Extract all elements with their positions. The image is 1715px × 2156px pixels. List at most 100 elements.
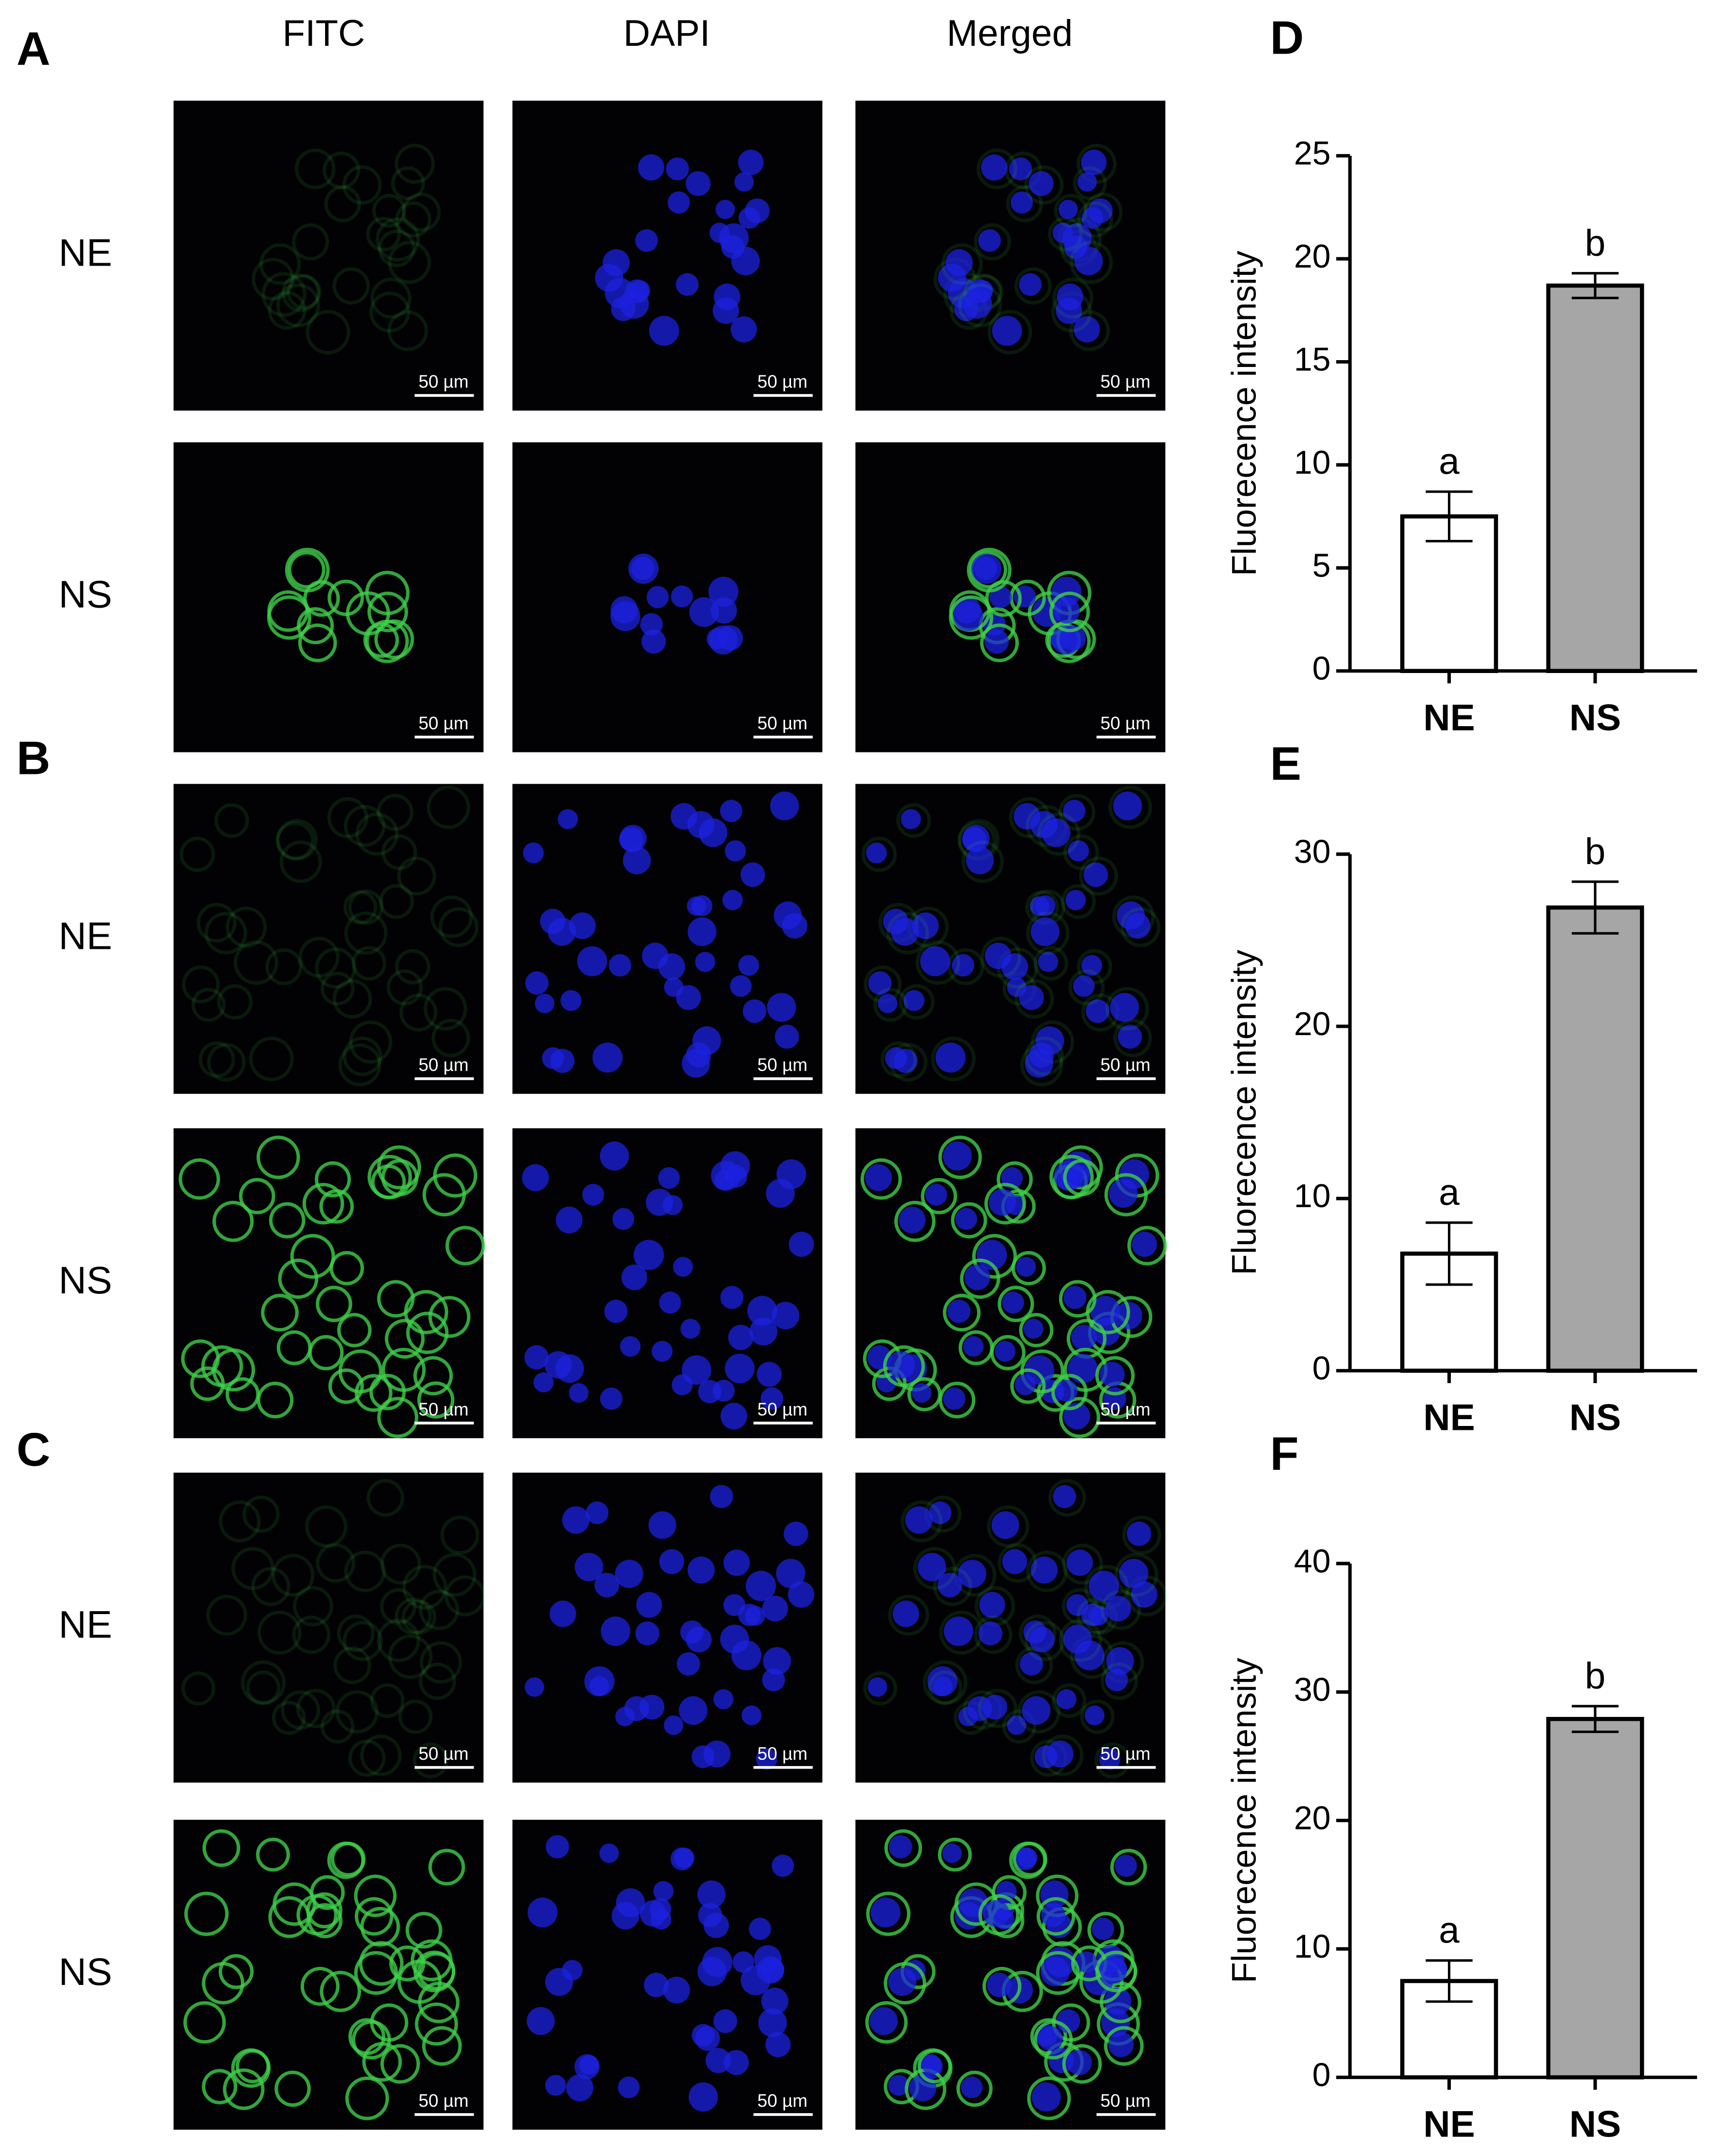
- membrane: [1049, 591, 1090, 633]
- panel-letter: D: [1270, 12, 1304, 64]
- membrane: [1100, 1662, 1138, 1700]
- nucleus: [636, 1592, 662, 1618]
- nucleus: [725, 1353, 755, 1384]
- membrane: [265, 948, 303, 985]
- nucleus: [641, 629, 666, 654]
- nucleus: [1028, 171, 1054, 196]
- membrane: [271, 1701, 306, 1735]
- nucleus: [943, 1387, 965, 1410]
- nucleus: [649, 315, 679, 346]
- membrane: [412, 1742, 449, 1778]
- nucleus: [1105, 1668, 1128, 1692]
- nucleus: [663, 1977, 690, 2003]
- scale-bar-label: 50 µm: [419, 372, 469, 392]
- nucleus: [566, 2074, 594, 2101]
- nucleus: [600, 1387, 623, 1410]
- column-header: Merged: [946, 13, 1073, 54]
- nucleus: [887, 1351, 915, 1379]
- nucleus: [1071, 1325, 1097, 1350]
- nucleus: [687, 1556, 715, 1584]
- nucleus: [771, 1302, 800, 1329]
- membrane: [271, 1554, 315, 1597]
- membrane: [399, 993, 438, 1032]
- row-label: NS: [58, 572, 112, 616]
- nucleus: [885, 1047, 907, 1069]
- nucleus: [526, 2007, 555, 2035]
- nucleus: [770, 791, 799, 821]
- membrane: [1006, 185, 1043, 222]
- nucleus: [549, 1600, 577, 1627]
- nucleus: [935, 1042, 966, 1073]
- scale-bar-label: 50 µm: [757, 2091, 808, 2111]
- membrane: [406, 1311, 449, 1354]
- membrane: [939, 1382, 976, 1419]
- y-tick-label: 10: [1294, 444, 1330, 481]
- nucleus: [658, 1167, 680, 1189]
- nucleus: [728, 1325, 754, 1350]
- membrane: [860, 1158, 902, 1200]
- membrane: [987, 1505, 1029, 1548]
- membrane: [184, 1891, 229, 1936]
- membrane: [300, 1966, 340, 2006]
- membrane: [402, 1565, 447, 1610]
- nucleus: [724, 1165, 748, 1188]
- error-bar: [1426, 1959, 1473, 2003]
- membrane: [281, 1690, 320, 1730]
- membrane: [1024, 165, 1064, 205]
- panel-letter: C: [17, 1424, 50, 1476]
- membrane: [294, 148, 336, 190]
- membrane: [394, 144, 435, 184]
- nucleus: [1053, 1485, 1077, 1508]
- membrane: [365, 619, 409, 663]
- membrane: [901, 1500, 943, 1542]
- nucleus: [1052, 222, 1073, 243]
- nucleus: [620, 1336, 641, 1357]
- nucleus: [646, 1189, 673, 1216]
- nucleus: [774, 1024, 799, 1049]
- nucleus: [713, 2009, 737, 2033]
- nucleus: [1059, 199, 1078, 219]
- nucleus: [686, 1627, 712, 1653]
- nucleus: [925, 1184, 947, 1206]
- nucleus: [1073, 975, 1095, 997]
- nucleus: [766, 1179, 795, 1208]
- membrane: [269, 1202, 306, 1239]
- nucleus: [992, 315, 1022, 346]
- membrane: [1027, 2076, 1071, 2120]
- membrane: [344, 805, 386, 847]
- nucleus: [865, 1164, 892, 1192]
- nucleus: [1108, 2032, 1134, 2058]
- scale-bar-label: 50 µm: [1100, 372, 1151, 392]
- nucleus: [1019, 985, 1044, 1010]
- membrane: [1037, 1897, 1076, 1936]
- nucleus: [765, 2032, 791, 2058]
- membrane: [198, 1041, 235, 1078]
- nucleus: [1032, 597, 1062, 627]
- nucleus: [1104, 1987, 1132, 2015]
- membrane: [880, 1041, 917, 1078]
- nucleus: [648, 1511, 676, 1539]
- nucleus: [695, 952, 715, 972]
- nucleus: [1023, 1319, 1044, 1339]
- membrane: [351, 2020, 391, 2060]
- nucleus: [918, 1553, 946, 1581]
- nucleus: [1065, 890, 1086, 910]
- membrane: [974, 223, 1011, 261]
- nucleus: [720, 1624, 749, 1654]
- membrane: [444, 1575, 486, 1617]
- membrane: [1073, 166, 1107, 200]
- nucleus: [1099, 1748, 1120, 1770]
- y-tick-label: 20: [1294, 238, 1330, 275]
- membrane: [355, 812, 399, 856]
- membrane: [419, 1662, 456, 1700]
- membrane: [413, 1950, 456, 1993]
- membrane: [257, 1610, 302, 1655]
- nucleus: [713, 1689, 733, 1710]
- nucleus: [675, 273, 699, 296]
- nucleus: [738, 1603, 761, 1626]
- membrane: [917, 2049, 952, 2083]
- column-header: DAPI: [623, 13, 710, 54]
- membrane: [292, 1616, 331, 1654]
- membrane: [956, 2070, 993, 2107]
- nucleus: [1046, 1740, 1074, 1768]
